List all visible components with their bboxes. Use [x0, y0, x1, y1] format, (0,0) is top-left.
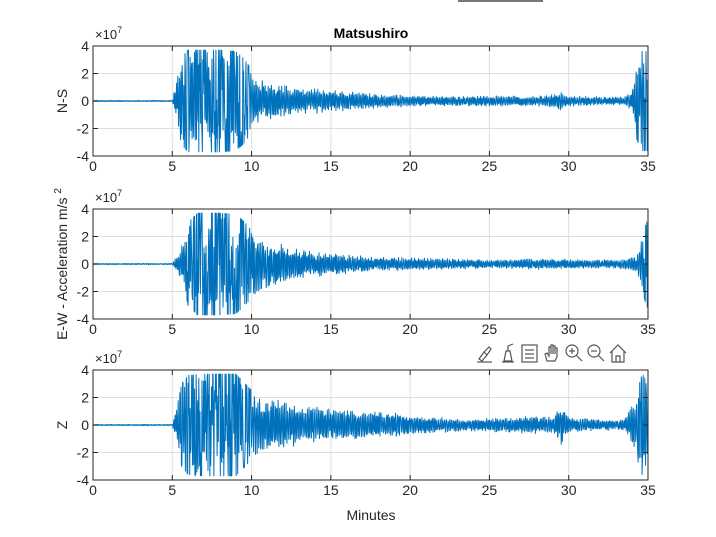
x-tick-label: 25: [482, 482, 498, 498]
x-tick-label: 5: [168, 482, 176, 498]
exponent-power: 7: [117, 188, 122, 198]
home-icon[interactable]: [609, 344, 627, 363]
x-tick-label: 5: [168, 321, 176, 337]
y-tick-label: 2: [81, 390, 89, 406]
x-tick-label: 0: [89, 482, 97, 498]
x-tick-label: 10: [244, 158, 260, 174]
x-tick-label: 5: [168, 158, 176, 174]
exponent-power: 7: [117, 349, 122, 359]
series-line-E-W: [93, 212, 648, 316]
shared-ylabel-main: Acceleration m/s: [54, 198, 70, 301]
zoom-in-icon[interactable]: [565, 344, 583, 362]
series-line-Z: [93, 373, 648, 477]
x-tick-label: 20: [402, 482, 418, 498]
x-tick-label: 10: [244, 482, 260, 498]
x-tick-label: 0: [89, 321, 97, 337]
y-tick-label: -4: [77, 311, 90, 327]
x-tick-label: 30: [561, 158, 577, 174]
y-tick-label: -2: [77, 121, 90, 137]
y-tick-label: -4: [77, 472, 90, 488]
panel-1: 0 5 10 15 20 25 30 35 -4 -2 0 2 4 ×107: [77, 188, 656, 337]
exponent-label: ×107: [95, 188, 122, 205]
x-tick-label: 20: [402, 158, 418, 174]
data-tip-icon[interactable]: [502, 343, 514, 363]
axes-toolbar: [477, 343, 627, 363]
y-tick-label: 4: [81, 201, 89, 217]
x-tick-label: 10: [244, 321, 260, 337]
x-tick-label: 20: [402, 321, 418, 337]
panel-ylabel: Z: [54, 420, 70, 429]
x-tick-label: 35: [640, 482, 656, 498]
panel-ylabel: N-S: [54, 89, 70, 113]
y-tick-label: 4: [81, 362, 89, 378]
y-tick-label: 0: [81, 417, 89, 433]
x-tick-label: 0: [89, 158, 97, 174]
x-tick-label: 30: [561, 482, 577, 498]
exponent-base: ×10: [95, 190, 117, 205]
panel-2: 0 5 10 15 20 25 30 35 -4 -2 0 2 4 ×107 Z: [54, 349, 656, 498]
legend-icon[interactable]: [521, 344, 538, 363]
top-rule: [458, 0, 543, 2]
x-tick-label: 15: [323, 158, 339, 174]
exponent-base: ×10: [95, 351, 117, 366]
shared-ylabel-sep: -: [54, 301, 70, 309]
y-tick-label: 2: [81, 229, 89, 245]
x-tick-label: 15: [323, 321, 339, 337]
x-tick-label: 15: [323, 482, 339, 498]
y-tick-label: -2: [77, 445, 90, 461]
x-tick-label: 25: [482, 158, 498, 174]
exponent-label: ×107: [95, 349, 122, 366]
zoom-out-icon[interactable]: [587, 344, 605, 362]
brush-icon[interactable]: [477, 346, 492, 363]
chart-title: Matsushiro: [334, 25, 409, 41]
exponent-power: 7: [117, 25, 122, 35]
y-tick-label: 4: [81, 38, 89, 54]
x-tick-label: 25: [482, 321, 498, 337]
y-tick-label: 0: [81, 93, 89, 109]
x-tick-label: 30: [561, 321, 577, 337]
panel-0: 0 5 10 15 20 25 30 35 -4 -2 0 2 4 ×107 N-S: [54, 25, 656, 174]
exponent-base: ×10: [95, 27, 117, 42]
x-tick-label: 35: [640, 321, 656, 337]
exponent-label: ×107: [95, 25, 122, 42]
y-tick-label: 2: [81, 66, 89, 82]
y-tick-label: -4: [77, 148, 90, 164]
x-axis-label: Minutes: [346, 507, 395, 523]
shared-ylabel-prefix: E-W: [54, 312, 70, 340]
shared-ylabel: E-W - Acceleration m/s 2: [53, 188, 70, 340]
x-tick-label: 35: [640, 158, 656, 174]
series-line-N-S: [93, 49, 648, 153]
shared-ylabel-sup: 2: [53, 188, 64, 194]
pan-icon[interactable]: [544, 344, 558, 362]
y-tick-label: -2: [77, 284, 90, 300]
y-tick-label: 0: [81, 256, 89, 272]
